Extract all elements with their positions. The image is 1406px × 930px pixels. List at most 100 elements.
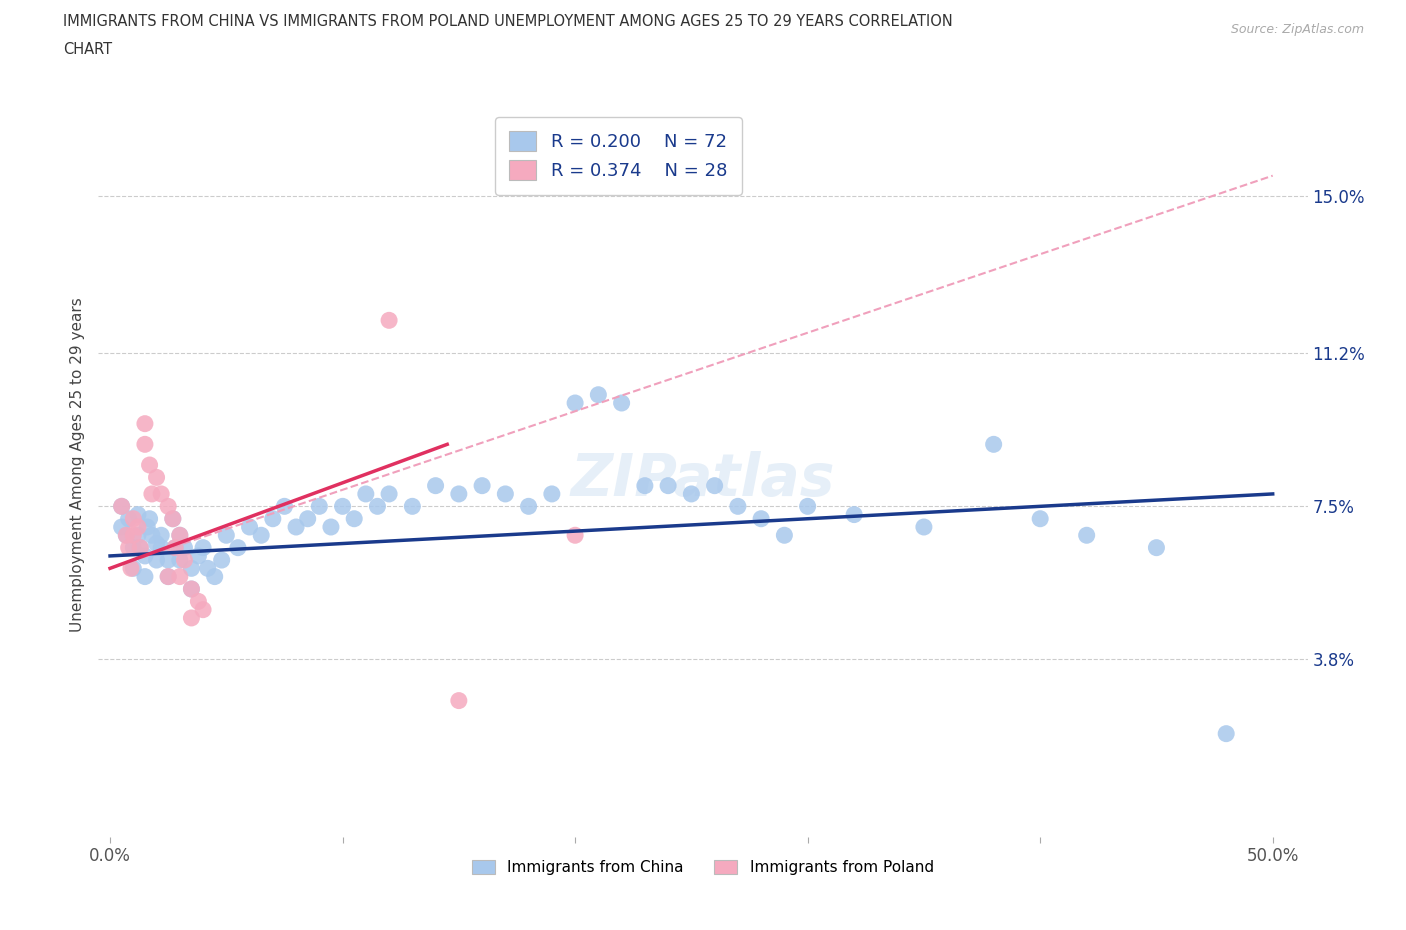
Legend: Immigrants from China, Immigrants from Poland: Immigrants from China, Immigrants from P… [467, 854, 939, 882]
Point [180, 610, 202, 625]
Point [215, 528, 238, 543]
Point [239, 520, 262, 535]
Point [115, 528, 138, 543]
Point [773, 528, 796, 543]
Point [115, 528, 138, 543]
Point [378, 486, 401, 501]
Point [162, 512, 184, 526]
Point [145, 552, 167, 567]
Point [122, 512, 145, 526]
Point [588, 387, 610, 402]
Point [226, 540, 249, 555]
Point [141, 486, 163, 501]
Point [145, 536, 167, 551]
Point [134, 417, 156, 432]
Point [129, 540, 152, 555]
Point [657, 478, 679, 493]
Point [634, 478, 657, 493]
Point [191, 603, 214, 618]
Point [425, 478, 447, 493]
Point [1029, 512, 1052, 526]
Point [111, 520, 134, 535]
Point [173, 552, 195, 567]
Point [169, 569, 191, 584]
Point [471, 478, 494, 493]
Point [118, 512, 141, 526]
Point [150, 540, 173, 555]
Point [319, 520, 342, 535]
Point [127, 507, 149, 522]
Point [129, 540, 152, 555]
Point [564, 528, 586, 543]
Point [118, 540, 141, 555]
Point [122, 540, 145, 555]
Point [332, 498, 354, 513]
Point [564, 395, 586, 410]
Point [169, 528, 191, 543]
Point [157, 498, 180, 513]
Point [447, 693, 470, 708]
Point [127, 520, 149, 535]
Point [204, 569, 226, 584]
Point [211, 552, 233, 567]
Point [187, 549, 209, 564]
Point [983, 437, 1005, 452]
Point [912, 520, 935, 535]
Point [197, 561, 219, 576]
Text: Source: ZipAtlas.com: Source: ZipAtlas.com [1230, 23, 1364, 36]
Point [187, 594, 209, 609]
Point [540, 486, 562, 501]
Point [191, 540, 214, 555]
Text: IMMIGRANTS FROM CHINA VS IMMIGRANTS FROM POLAND UNEMPLOYMENT AMONG AGES 25 TO 29: IMMIGRANTS FROM CHINA VS IMMIGRANTS FROM… [63, 14, 953, 29]
Text: CHART: CHART [63, 42, 112, 57]
Point [681, 486, 703, 501]
Point [1076, 528, 1098, 543]
Point [157, 569, 180, 584]
Point [844, 507, 866, 522]
Point [120, 561, 142, 576]
Point [173, 540, 195, 555]
Point [145, 470, 167, 485]
Point [727, 498, 749, 513]
Point [273, 498, 295, 513]
Y-axis label: Unemployment Among Ages 25 to 29 years: Unemployment Among Ages 25 to 29 years [69, 298, 84, 632]
Point [122, 528, 145, 543]
Point [354, 486, 377, 501]
Point [138, 458, 160, 472]
Point [165, 540, 187, 555]
Point [136, 520, 159, 535]
Point [122, 561, 145, 576]
Point [1215, 726, 1237, 741]
Point [127, 528, 149, 543]
Point [250, 528, 273, 543]
Point [111, 498, 134, 513]
Point [494, 486, 516, 501]
Point [180, 581, 202, 596]
Point [169, 552, 191, 567]
Point [401, 498, 423, 513]
Point [447, 486, 470, 501]
Point [1144, 540, 1167, 555]
Point [157, 569, 180, 584]
Point [150, 528, 173, 543]
Point [517, 498, 540, 513]
Point [703, 478, 725, 493]
Point [134, 437, 156, 452]
Point [111, 498, 134, 513]
Point [262, 512, 284, 526]
Text: ZIPatlas: ZIPatlas [571, 451, 835, 509]
Point [138, 512, 160, 526]
Point [297, 512, 319, 526]
Point [180, 581, 202, 596]
Point [134, 569, 156, 584]
Point [796, 498, 818, 513]
Point [343, 512, 366, 526]
Point [141, 528, 163, 543]
Point [308, 498, 330, 513]
Point [366, 498, 388, 513]
Point [134, 549, 156, 564]
Point [165, 540, 187, 555]
Point [749, 512, 772, 526]
Point [378, 312, 401, 327]
Point [180, 561, 202, 576]
